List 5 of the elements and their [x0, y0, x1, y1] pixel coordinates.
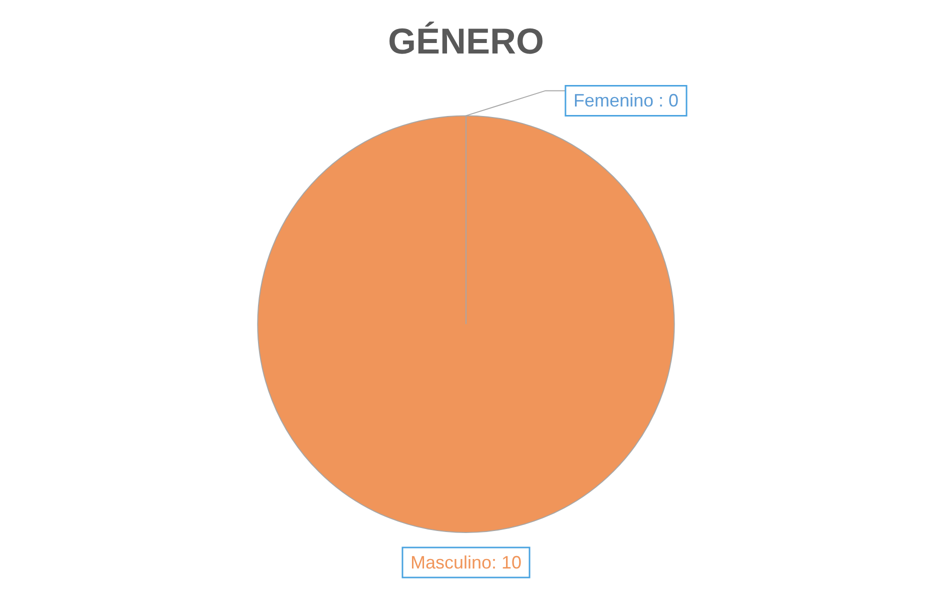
category-label: Femenino [573, 90, 654, 111]
slice-label: Masculino [410, 552, 492, 572]
text: : 0 [658, 90, 679, 111]
chart-title: GÉNERO [388, 20, 544, 62]
data-label: : 10 [492, 552, 522, 572]
